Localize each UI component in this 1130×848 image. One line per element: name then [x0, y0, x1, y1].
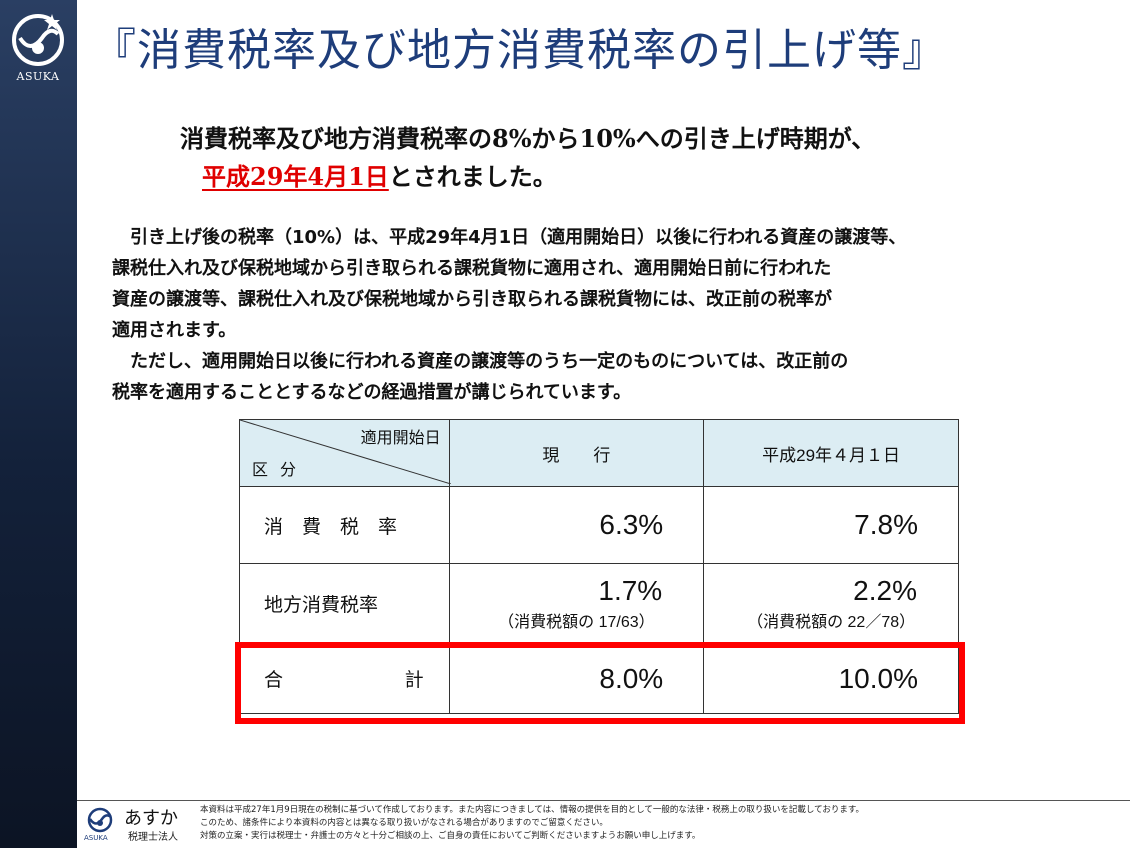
corner-cell: 適用開始日 区分: [239, 419, 451, 487]
disclaimer-line: このため、諸条件により本資料の内容とは異なる取り扱いがなされる場合がありますので…: [200, 818, 608, 828]
total-highlight-box: [235, 642, 965, 724]
footer-disclaimer: 本資料は平成27年1月9日現在の税制に基づいて作成しております。また内容につきま…: [200, 804, 864, 843]
total-label-a: 合: [264, 670, 284, 691]
body-line: 税率を適用することとするなどの経過措置が講じられています。: [112, 382, 632, 403]
sidebar: ASUKA: [0, 0, 77, 848]
asuka-logo-icon: [12, 14, 64, 66]
footer-logo-icon: [87, 807, 113, 833]
diagonal-line: [240, 420, 451, 484]
intro-suffix: とされました。: [388, 162, 557, 191]
body-line: ただし、適用開始日以後に行われる資産の譲渡等のうち一定のものについては、改正前の: [112, 351, 849, 372]
current-cell: 1.7% （消費税額の 17/63）: [448, 563, 705, 644]
row-label: 消 費 税 率: [239, 486, 450, 564]
body-line: 引き上げ後の税率（10%）は、平成29年4月1日（適用開始日）以後に行われる資産…: [112, 227, 907, 248]
current-value: 1.7%: [598, 574, 663, 606]
new-value: 7.8%: [703, 486, 959, 564]
new-sub: （消費税額の 22／78）: [747, 613, 916, 631]
footer-logo: あすか 税理士法人 ASUKA: [84, 804, 194, 844]
table-row: 地方消費税率 1.7% （消費税額の 17/63） 2.2% （消費税額の 22…: [239, 563, 959, 644]
body-line: 課税仕入れ及び保税地域から引き取られる課税貨物に適用され、適用開始日前に行われた: [112, 258, 832, 279]
current-value: 6.3%: [448, 486, 705, 564]
highlight-date: 平成29年4月1日: [202, 162, 389, 191]
intro-line1: 消費税率及び地方消費税率の8%から10%への引き上げ時期が、: [180, 124, 876, 153]
header-new: 平成29年４月１日: [703, 419, 959, 487]
corner-bottom-label: 区分: [252, 462, 309, 479]
footer-logo-sub: 税理士法人: [128, 832, 178, 843]
footer-logo-name: あすか: [124, 808, 178, 829]
footer-logo-asuka: ASUKA: [84, 834, 108, 842]
asuka-logo: ASUKA: [6, 8, 70, 88]
disclaimer-line: 対策の立案・実行は税理士・弁護士の方々と十分ご相談の上、ご自身の責任においてご判…: [200, 831, 701, 841]
corner-top-label: 適用開始日: [360, 430, 441, 447]
header-current: 現 行: [448, 419, 705, 487]
body-line: 資産の譲渡等、課税仕入れ及び保税地域から引き取られる課税貨物には、改正前の税率が: [112, 289, 832, 310]
tax-rate-table: 適用開始日 区分 現 行 平成29年４月１日 消 費 税 率 6.3% 7.8%…: [239, 419, 959, 714]
table-header-row: 適用開始日 区分 現 行 平成29年４月１日: [239, 419, 959, 487]
body-line: 適用されます。: [112, 320, 237, 341]
disclaimer-line: 本資料は平成27年1月9日現在の税制に基づいて作成しております。また内容につきま…: [200, 805, 864, 815]
intro-line2: 平成29年4月1日とされました。: [180, 158, 875, 196]
footer-divider: [77, 800, 1130, 801]
row-label: 合 計: [239, 643, 450, 714]
total-label-b: 計: [404, 670, 424, 691]
row-label: 地方消費税率: [239, 563, 450, 644]
page-title: 『消費税率及び地方消費税率の引上げ等』: [92, 25, 947, 76]
logo-text: ASUKA: [16, 70, 60, 83]
body-text: 引き上げ後の税率（10%）は、平成29年4月1日（適用開始日）以後に行われる資産…: [112, 222, 1122, 408]
table-row: 消 費 税 率 6.3% 7.8%: [239, 486, 959, 564]
new-cell: 2.2% （消費税額の 22／78）: [703, 563, 959, 644]
current-sub: （消費税額の 17/63）: [498, 613, 655, 631]
new-value: 2.2%: [853, 574, 917, 606]
intro: 消費税率及び地方消費税率の8%から10%への引き上げ時期が、 平成29年4月1日…: [180, 120, 875, 196]
new-value: 10.0%: [703, 643, 959, 714]
